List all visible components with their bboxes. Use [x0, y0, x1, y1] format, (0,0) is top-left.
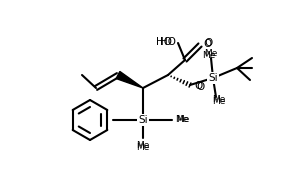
- Text: O: O: [194, 81, 202, 91]
- Text: Me: Me: [175, 115, 188, 124]
- Text: Me: Me: [212, 97, 226, 107]
- Text: Me: Me: [204, 49, 218, 57]
- Text: Si: Si: [208, 73, 218, 83]
- Text: HO: HO: [160, 37, 176, 47]
- Text: O: O: [196, 82, 204, 92]
- Text: Me: Me: [202, 50, 216, 60]
- Text: Me: Me: [136, 141, 150, 149]
- Text: Si: Si: [140, 114, 150, 124]
- Text: Me: Me: [212, 95, 226, 104]
- Text: Me: Me: [176, 115, 189, 123]
- Polygon shape: [116, 71, 143, 88]
- Text: Me: Me: [136, 143, 150, 152]
- Text: Si: Si: [138, 115, 148, 125]
- Text: O: O: [203, 39, 211, 49]
- Text: HO: HO: [156, 37, 172, 47]
- Text: O: O: [204, 38, 212, 48]
- Text: Si: Si: [210, 72, 220, 82]
